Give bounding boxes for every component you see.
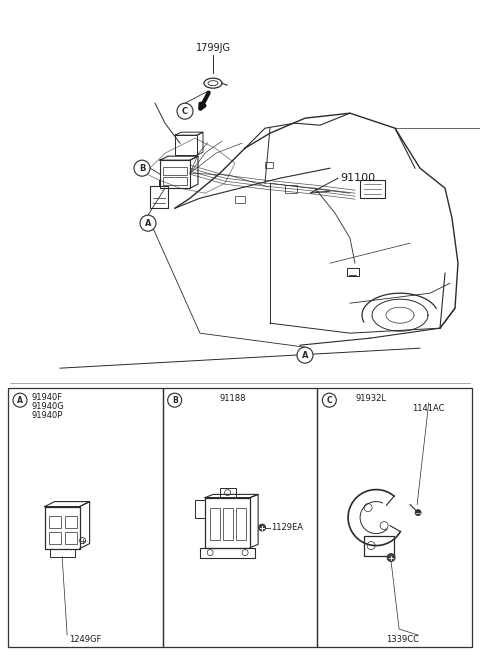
Bar: [364, 536, 394, 555]
Bar: [220, 487, 236, 498]
Bar: [223, 508, 233, 540]
Bar: [347, 268, 359, 276]
Text: 1799JG: 1799JG: [195, 43, 230, 53]
Bar: [200, 548, 255, 557]
Text: 1249GF: 1249GF: [69, 635, 102, 643]
Bar: [317, 388, 472, 647]
Circle shape: [387, 553, 395, 561]
Circle shape: [168, 393, 181, 407]
Circle shape: [259, 524, 265, 531]
Circle shape: [297, 347, 313, 363]
Bar: [210, 508, 220, 540]
Circle shape: [140, 215, 156, 231]
Text: 91940G: 91940G: [31, 402, 64, 411]
Bar: [195, 500, 205, 517]
Text: B: B: [139, 164, 145, 173]
Bar: [45, 506, 80, 549]
Bar: [205, 498, 250, 548]
Text: B: B: [172, 396, 178, 405]
Text: 91940P: 91940P: [31, 411, 62, 420]
Text: 1129EA: 1129EA: [271, 523, 303, 532]
Bar: [160, 160, 190, 188]
Bar: [163, 167, 187, 175]
Text: 91932L: 91932L: [356, 394, 387, 403]
Bar: [48, 532, 60, 544]
Bar: [163, 177, 187, 185]
Text: 91940F: 91940F: [31, 393, 62, 402]
Text: C: C: [182, 107, 188, 116]
Bar: [360, 180, 385, 198]
Text: A: A: [302, 350, 308, 360]
Bar: [8, 388, 163, 647]
Circle shape: [134, 160, 150, 176]
Bar: [150, 186, 168, 208]
Text: C: C: [326, 396, 332, 405]
Text: A: A: [17, 396, 23, 405]
Bar: [65, 532, 77, 544]
Text: 91100: 91100: [340, 173, 375, 183]
Bar: [285, 185, 297, 193]
Circle shape: [177, 103, 193, 119]
Text: 1339CC: 1339CC: [386, 635, 419, 643]
Bar: [49, 549, 74, 557]
Bar: [65, 515, 77, 527]
FancyArrowPatch shape: [201, 92, 209, 109]
Bar: [235, 196, 245, 203]
Bar: [265, 162, 273, 168]
Bar: [48, 515, 60, 527]
Bar: [175, 135, 197, 155]
Text: 1141AC: 1141AC: [412, 403, 445, 413]
Bar: [163, 388, 317, 647]
Circle shape: [13, 393, 27, 407]
Text: 91188: 91188: [219, 394, 245, 403]
Circle shape: [323, 393, 336, 407]
Text: A: A: [145, 219, 151, 228]
Circle shape: [415, 510, 421, 515]
Bar: [236, 508, 246, 540]
